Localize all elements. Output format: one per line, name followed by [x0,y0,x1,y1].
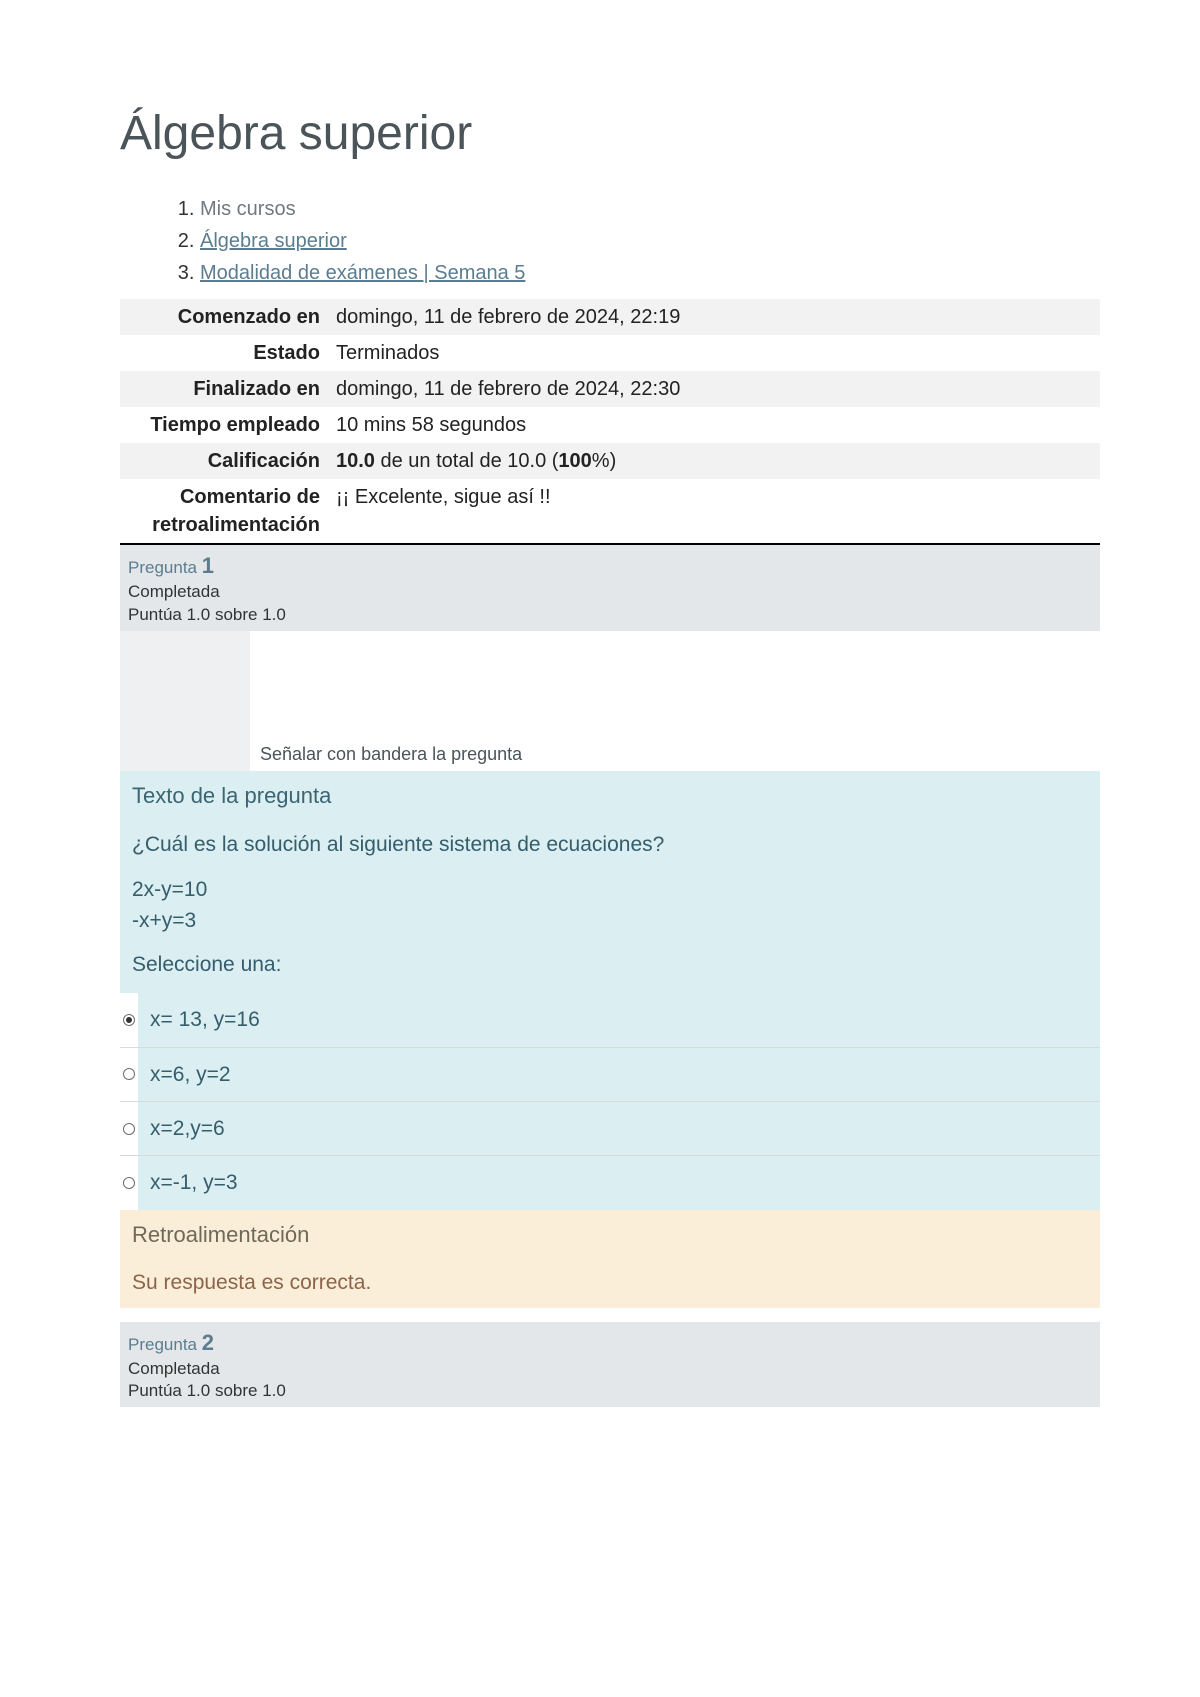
answer-option[interactable]: x= 13, y=16 [120,993,1100,1047]
answer-option[interactable]: x=2,y=6 [120,1102,1100,1156]
table-row: Estado Terminados [120,335,1100,371]
grade-tail: %) [592,450,616,472]
breadcrumb-item: Modalidad de exámenes | Semana 5 [200,259,1100,287]
breadcrumb-item: Mis cursos [200,195,1100,223]
summary-value: Terminados [330,335,1100,371]
breadcrumb-label: Mis cursos [200,198,296,220]
radio-cell[interactable] [120,1102,138,1155]
table-row: Calificación 10.0 de un total de 10.0 (1… [120,443,1100,479]
question-status: Completada [128,1359,220,1378]
question-section-title: Texto de la pregunta [132,781,1088,812]
page-title: Álgebra superior [120,100,1100,167]
select-one-label: Seleccione una: [132,950,1088,979]
radio-cell[interactable] [120,1156,138,1209]
option-text: x= 13, y=16 [138,993,272,1046]
breadcrumb-link[interactable]: Modalidad de exámenes | Semana 5 [200,262,525,284]
summary-value: ¡¡ Excelente, sigue así !! [330,479,1100,544]
summary-label: Comenzado en [120,299,330,335]
table-row: Finalizado en domingo, 11 de febrero de … [120,371,1100,407]
question-score: Puntúa 1.0 sobre 1.0 [128,1381,286,1400]
radio-cell[interactable] [120,993,138,1046]
radio-cell[interactable] [120,1048,138,1101]
equation-line: -x+y=3 [132,906,1088,935]
option-text: x=-1, y=3 [138,1156,250,1209]
spacer [120,1308,1100,1322]
radio-icon [123,1014,135,1026]
flag-question-link[interactable]: Señalar con bandera la pregunta [250,742,1100,771]
radio-icon [123,1177,135,1189]
table-row: Tiempo empleado 10 mins 58 segundos [120,407,1100,443]
question-number: 2 [202,1330,214,1355]
flag-spacer [120,631,250,771]
quiz-summary-table: Comenzado en domingo, 11 de febrero de 2… [120,299,1100,545]
question-label: Pregunta [128,558,202,577]
breadcrumb: Mis cursos Álgebra superior Modalidad de… [200,195,1100,287]
grade-score: 10.0 [336,450,375,472]
question-status: Completada [128,582,220,601]
question-feedback: Retroalimentación Su respuesta es correc… [120,1210,1100,1308]
flag-row: Señalar con bandera la pregunta [120,631,1100,771]
option-text: x=6, y=2 [138,1048,243,1101]
summary-value: domingo, 11 de febrero de 2024, 22:30 [330,371,1100,407]
equation-line: 2x-y=10 [132,875,1088,904]
question-body: Texto de la pregunta ¿Cuál es la solució… [120,771,1100,993]
summary-label: Finalizado en [120,371,330,407]
radio-icon [123,1123,135,1135]
summary-label: Comentario de retroalimentación [120,479,330,544]
breadcrumb-item: Álgebra superior [200,227,1100,255]
breadcrumb-link[interactable]: Álgebra superior [200,230,347,252]
feedback-title: Retroalimentación [132,1220,1088,1251]
answer-options: x= 13, y=16 x=6, y=2 x=2,y=6 x=-1, y=3 [120,993,1100,1210]
answer-option[interactable]: x=6, y=2 [120,1048,1100,1102]
grade-mid: de un total de 10.0 ( [375,450,558,472]
question-header: Pregunta 2 Completada Puntúa 1.0 sobre 1… [120,1322,1100,1408]
summary-value: domingo, 11 de febrero de 2024, 22:19 [330,299,1100,335]
question-number: 1 [202,553,214,578]
question-header: Pregunta 1 Completada Puntúa 1.0 sobre 1… [120,545,1100,631]
option-text: x=2,y=6 [138,1102,237,1155]
summary-value: 10 mins 58 segundos [330,407,1100,443]
question-label: Pregunta [128,1335,202,1354]
answer-option[interactable]: x=-1, y=3 [120,1156,1100,1209]
table-row: Comenzado en domingo, 11 de febrero de 2… [120,299,1100,335]
summary-value: 10.0 de un total de 10.0 (100%) [330,443,1100,479]
table-row: Comentario de retroalimentación ¡¡ Excel… [120,479,1100,544]
radio-icon [123,1068,135,1080]
summary-label: Calificación [120,443,330,479]
feedback-text: Su respuesta es correcta. [132,1268,1088,1297]
question-prompt: ¿Cuál es la solución al siguiente sistem… [132,830,1088,859]
grade-percent: 100 [558,450,591,472]
summary-label: Estado [120,335,330,371]
question-score: Puntúa 1.0 sobre 1.0 [128,605,286,624]
summary-label: Tiempo empleado [120,407,330,443]
